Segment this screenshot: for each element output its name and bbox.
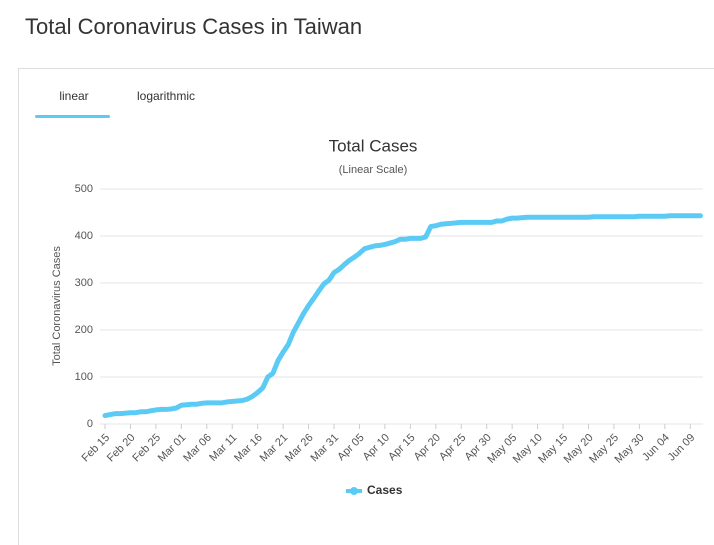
page-title: Total Coronavirus Cases in Taiwan [25, 14, 362, 39]
line-series [102, 213, 703, 419]
tab-logarithmic[interactable]: logarithmic [137, 89, 195, 103]
tab-linear[interactable]: linear [59, 89, 88, 103]
y-tick-label: 0 [87, 418, 93, 430]
y-tick-label: 500 [75, 183, 93, 195]
legend-label: Cases [367, 483, 403, 497]
y-axis-label: Total Coronavirus Cases [51, 246, 63, 366]
chart-subtitle: (Linear Scale) [339, 164, 407, 176]
chart-title: Total Cases [329, 136, 418, 155]
y-tick-label: 300 [75, 277, 93, 289]
y-tick-label: 100 [75, 371, 93, 383]
y-tick-label: 400 [75, 230, 93, 242]
panel [18, 68, 714, 545]
y-tick-label: 200 [75, 324, 93, 336]
active-tab-underline [35, 115, 110, 118]
legend-marker [350, 487, 358, 495]
